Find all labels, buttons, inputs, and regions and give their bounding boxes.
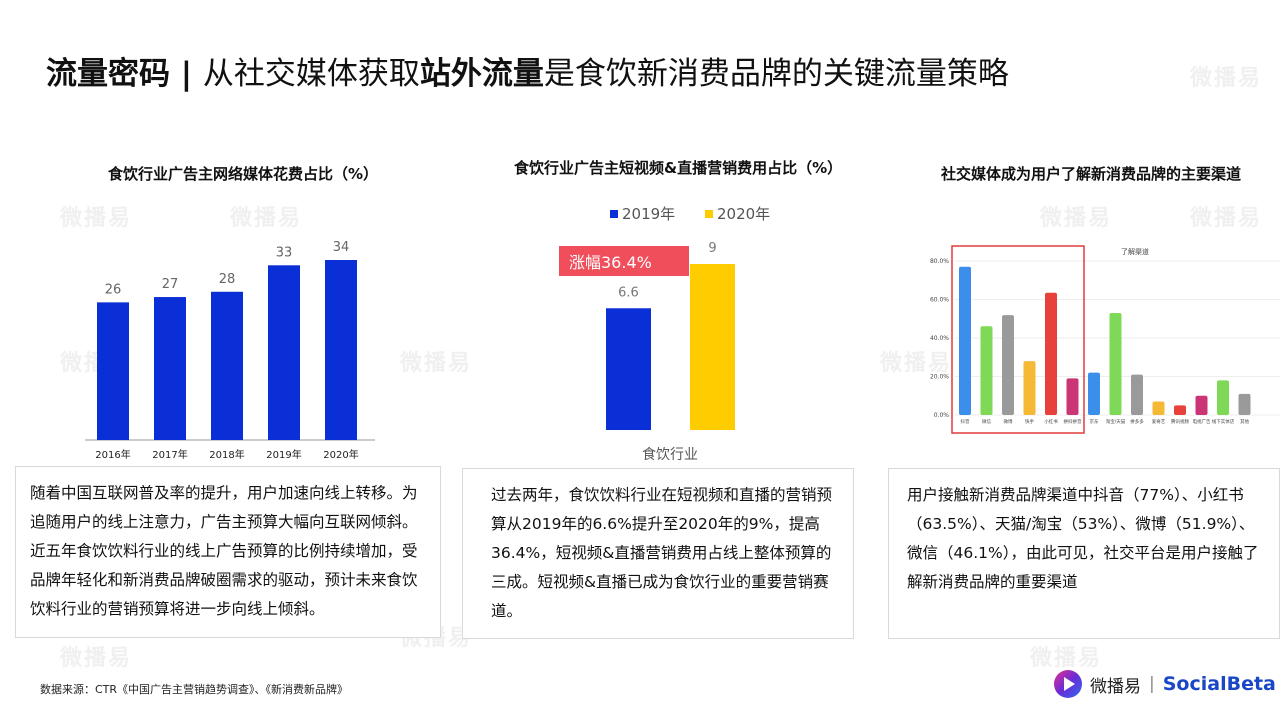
chart3-x-tick: 微信	[982, 418, 991, 425]
chart2-data-label: 6.6	[618, 285, 639, 300]
chart1-tick-label: 2018年	[209, 448, 244, 461]
watermark: 微播易	[1190, 66, 1263, 91]
chart3-x-tick: 线下实体店	[1212, 418, 1235, 425]
chart3: 了解渠道0.0%20.0%40.0%60.0%80.0%抖音 微信 微博 快手 小红书拼…	[930, 245, 1280, 434]
watermark: 微播易	[1190, 206, 1263, 231]
chart2-bar	[690, 264, 735, 430]
chart3-x-tick: 抖音	[961, 418, 970, 425]
brand-logo: 微播易 | SocialBeta	[1054, 670, 1276, 698]
chart1-bar	[268, 265, 300, 440]
chart3-bar	[980, 326, 993, 415]
chart3-bar	[1195, 395, 1208, 415]
chart3-x-tick: 其他	[1240, 418, 1249, 425]
chart3-x-tick: 淘宝/天猫	[1106, 418, 1126, 425]
chart3-x-tick: 爱奇艺	[1152, 418, 1166, 425]
chart3-bar	[1174, 405, 1186, 415]
title-part3: 站外流量	[419, 56, 544, 92]
chart2-data-label: 9	[708, 241, 716, 256]
chart1-data-label: 27	[162, 277, 179, 292]
chart1-tick-label: 2016年	[95, 448, 130, 461]
chart2-bar	[606, 308, 651, 430]
chart3-bar	[1238, 393, 1251, 415]
watermark: 微播易	[400, 351, 473, 376]
chart3-y-tick: 60.0%	[930, 297, 949, 304]
chart3-x-tick: 微博	[1004, 418, 1013, 425]
logo-separator: |	[1149, 674, 1155, 694]
title-part1: 流量密码 |	[46, 56, 203, 92]
chart2-title: 食饮行业广告主短视频&直播营销费用占比（%）	[514, 159, 843, 177]
chart1-bar	[325, 260, 357, 440]
chart1: 26 2016年 27 2017年 28 2018年 33 2019年 34 2020年	[85, 240, 375, 461]
chart3-x-tick: 京东	[1090, 418, 1099, 425]
chart3-bar	[1045, 292, 1057, 415]
chart3-y-tick: 0.0%	[934, 412, 950, 419]
text-box-2: 过去两年，食饮饮料行业在短视频和直播的营销预算从2019年的6.6%提升至202…	[462, 468, 854, 639]
chart1-tick-label: 2017年	[152, 448, 187, 461]
chart3-x-tick: 快手	[1025, 418, 1034, 425]
text-box-3: 用户接触新消费品牌渠道中抖音（77%）、小红书（63.5%）、天猫/淘宝（53%…	[888, 468, 1280, 639]
chart3-bar	[1066, 378, 1079, 415]
chart3-x-tick: 拼抖拼音	[1064, 418, 1082, 425]
text-box-1: 随着中国互联网普及率的提升，用户加速向线上转移。为追随用户的线上注意力，广告主预…	[15, 466, 441, 638]
chart2-legend-swatch	[610, 210, 618, 218]
chart3-bar	[959, 266, 971, 415]
watermark: 微播易	[1040, 206, 1113, 231]
chart1-bar	[97, 302, 129, 440]
chart3-bar	[1109, 312, 1122, 415]
data-source: 数据来源：CTR《中国广告主营销趋势调查》、《新消费新品牌》	[40, 683, 349, 696]
play-logo-icon	[1054, 670, 1082, 698]
chart3-bar	[1131, 374, 1143, 415]
chart3-bar	[1002, 315, 1014, 415]
chart3-inner-title: 了解渠道	[1121, 247, 1149, 256]
chart2-growth-badge-label: 涨幅36.4%	[569, 253, 652, 272]
chart3-x-tick: 电视广告	[1193, 418, 1211, 425]
chart1-bar	[154, 297, 186, 440]
chart3-highlight-box	[951, 245, 1085, 434]
logo-name-cn: 微播易	[1090, 676, 1141, 697]
chart2-legend-label: 2020年	[717, 205, 770, 223]
chart1-data-label: 33	[276, 245, 293, 260]
watermark: 微播易	[60, 646, 133, 671]
chart3-bar	[1152, 401, 1165, 415]
chart1-data-label: 26	[105, 282, 122, 297]
logo-name-en: SocialBeta	[1162, 673, 1276, 695]
chart3-y-tick: 20.0%	[930, 374, 949, 381]
chart3-bar	[1088, 372, 1100, 415]
chart3-bar	[1023, 361, 1036, 415]
chart2-growth-badge	[559, 246, 689, 276]
chart3-x-tick: 腾讯视频	[1171, 418, 1189, 425]
chart3-bar	[1217, 380, 1229, 415]
chart3-y-tick: 80.0%	[930, 258, 949, 265]
page-title: 流量密码 | 从社交媒体获取站外流量是食饮新消费品牌的关键流量策略	[46, 48, 1009, 93]
title-part4: 是食饮新消费品牌的关键流量策略	[543, 56, 1009, 92]
chart1-tick-label: 2019年	[266, 448, 301, 461]
chart1-tick-label: 2020年	[323, 448, 358, 461]
chart1-title: 食饮行业广告主网络媒体花费占比（%）	[108, 165, 379, 183]
chart2-legend-swatch	[705, 210, 713, 218]
chart3-x-tick: 拼多多	[1130, 418, 1144, 425]
chart1-data-label: 28	[219, 272, 236, 287]
title-part2: 从社交媒体获取	[202, 56, 420, 92]
chart3-y-tick: 40.0%	[930, 335, 949, 342]
chart1-bar	[211, 291, 243, 440]
chart2-category-label: 食饮行业	[642, 446, 698, 463]
watermark: 微播易	[1030, 646, 1103, 671]
chart3-title: 社交媒体成为用户了解新消费品牌的主要渠道	[941, 165, 1242, 183]
chart1-data-label: 34	[333, 240, 350, 255]
chart3-x-tick: 小红书	[1044, 418, 1058, 425]
chart2-legend-label: 2019年	[622, 205, 675, 223]
